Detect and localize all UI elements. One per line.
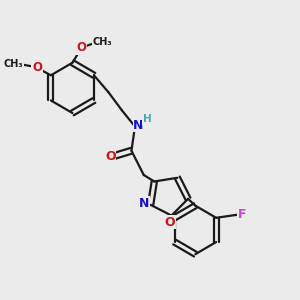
Text: N: N xyxy=(139,197,149,210)
Text: O: O xyxy=(165,216,175,229)
Text: N: N xyxy=(133,118,144,131)
Text: F: F xyxy=(238,208,246,221)
Text: O: O xyxy=(32,61,42,74)
Text: H: H xyxy=(143,114,152,124)
Text: O: O xyxy=(77,41,87,54)
Text: CH₃: CH₃ xyxy=(92,37,112,47)
Text: O: O xyxy=(105,150,116,163)
Text: CH₃: CH₃ xyxy=(4,59,23,69)
